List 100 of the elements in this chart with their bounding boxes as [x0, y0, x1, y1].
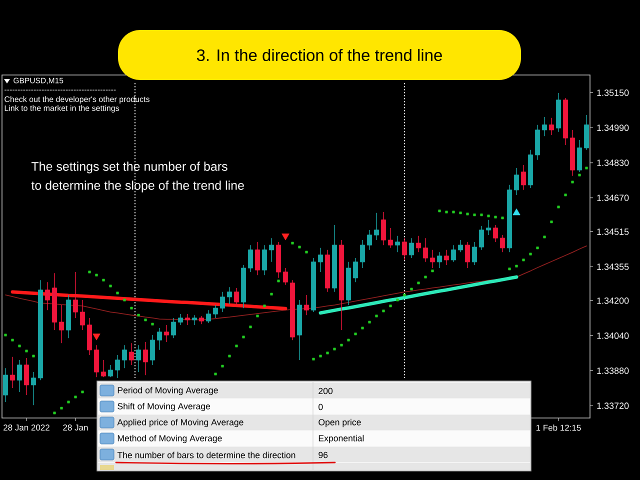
candlestick: [542, 116, 547, 136]
candlestick: [535, 124, 540, 160]
annotation: Period of Moving Average: [118, 386, 218, 396]
candlestick: [31, 372, 36, 406]
text: 96: [318, 452, 328, 458]
candlestick: [465, 242, 470, 268]
candlestick: [311, 258, 316, 312]
text: Exponential: [318, 434, 364, 444]
x-tick-label: 1 Feb 12:15: [536, 424, 581, 431]
candlestick: [45, 282, 50, 310]
candlestick: [241, 264, 246, 308]
text: Open price: [318, 418, 361, 428]
candlestick: [164, 324, 169, 342]
candlestick: [458, 240, 463, 252]
candlestick: [444, 250, 449, 266]
candlestick: [556, 92, 561, 132]
candlestick: [402, 238, 407, 260]
candlestick: [136, 344, 141, 372]
candlestick: [318, 248, 323, 272]
candlestick: [17, 360, 22, 392]
candlestick: [584, 114, 589, 150]
annotation: 0: [318, 404, 323, 410]
candlestick: [563, 98, 568, 146]
candlestick: [213, 304, 218, 318]
y-tick-label: 1.34040: [597, 332, 629, 339]
text: Applied price of Moving Average: [117, 418, 244, 428]
candlestick: [353, 258, 358, 282]
candlestick: [52, 272, 57, 330]
annotation: 200: [318, 388, 333, 394]
candlestick: [360, 240, 365, 268]
candlestick: [416, 236, 421, 252]
candlestick: [521, 164, 526, 190]
candlestick: [269, 238, 274, 262]
candlestick: [325, 250, 330, 292]
candlestick: [486, 220, 491, 236]
candlestick: [493, 224, 498, 242]
candlestick: [255, 242, 260, 276]
candlestick: [178, 314, 183, 326]
candlestick: [395, 236, 400, 252]
candlestick: [346, 262, 351, 306]
candlestick: [570, 130, 575, 176]
y-tick-label: 1.33880: [597, 368, 629, 374]
candlestick: [227, 286, 232, 304]
annotation: Shift of Moving Average: [118, 402, 210, 412]
y-tick-label: 1.34670: [597, 194, 629, 201]
y-tick-label: 1.34515: [597, 228, 629, 235]
candlestick: [528, 150, 533, 188]
annotation: to determine the slope of the trend line: [31, 180, 244, 192]
y-tick-label: 1.34200: [597, 297, 629, 304]
candlestick: [185, 314, 190, 326]
candlestick: [507, 184, 512, 252]
y-tick-label: 1.34990: [597, 124, 629, 131]
candlestick: [192, 314, 197, 326]
candlestick: [577, 140, 582, 172]
candlestick: [549, 118, 554, 136]
candlestick: [59, 304, 64, 344]
candlestick: [122, 344, 127, 368]
candlestick: [423, 238, 428, 262]
candlestick: [80, 300, 85, 330]
candlestick: [234, 288, 239, 306]
candlestick: [199, 316, 204, 324]
y-tick-label: 1.33720: [597, 402, 629, 409]
candlestick: [388, 228, 393, 248]
candlestick: [101, 360, 106, 378]
x-tick-label: 28 Jan: [63, 424, 88, 431]
candlestick: [206, 310, 211, 324]
candlestick: [276, 242, 281, 278]
candlestick: [374, 212, 379, 240]
candlestick: [73, 272, 78, 318]
chart-title: 3. In the direction of the trend line: [196, 48, 442, 62]
candlestick: [339, 240, 344, 330]
candlestick: [38, 280, 43, 380]
candlestick: [24, 358, 29, 396]
candlestick: [381, 212, 386, 246]
candlestick: [248, 244, 253, 272]
candlestick: [129, 342, 134, 366]
candlestick: [479, 226, 484, 250]
annotation: Check out the developer's other products: [4, 96, 150, 104]
candlestick: [430, 250, 435, 268]
annotation: The settings set the number of bars: [31, 162, 228, 174]
text: Method of Moving Average: [118, 434, 222, 444]
candlestick: [157, 328, 162, 350]
candlestick: [220, 292, 225, 312]
candlestick: [304, 294, 309, 316]
candlestick: [66, 294, 71, 338]
candlestick: [283, 268, 288, 286]
candlestick: [87, 318, 92, 356]
candlestick: [437, 252, 442, 268]
candlestick: [332, 224, 337, 292]
candlestick: [3, 368, 8, 402]
candlestick: [115, 354, 120, 378]
candlestick: [262, 244, 267, 276]
candlestick: [10, 356, 15, 388]
y-tick-label: 1.35150: [597, 90, 629, 96]
candlestick: [514, 168, 519, 196]
candlestick: [500, 234, 505, 252]
text: The number of bars to determine the direction: [117, 452, 296, 458]
candlestick: [108, 364, 113, 378]
candlestick: [472, 242, 477, 266]
candlestick: [143, 342, 148, 376]
